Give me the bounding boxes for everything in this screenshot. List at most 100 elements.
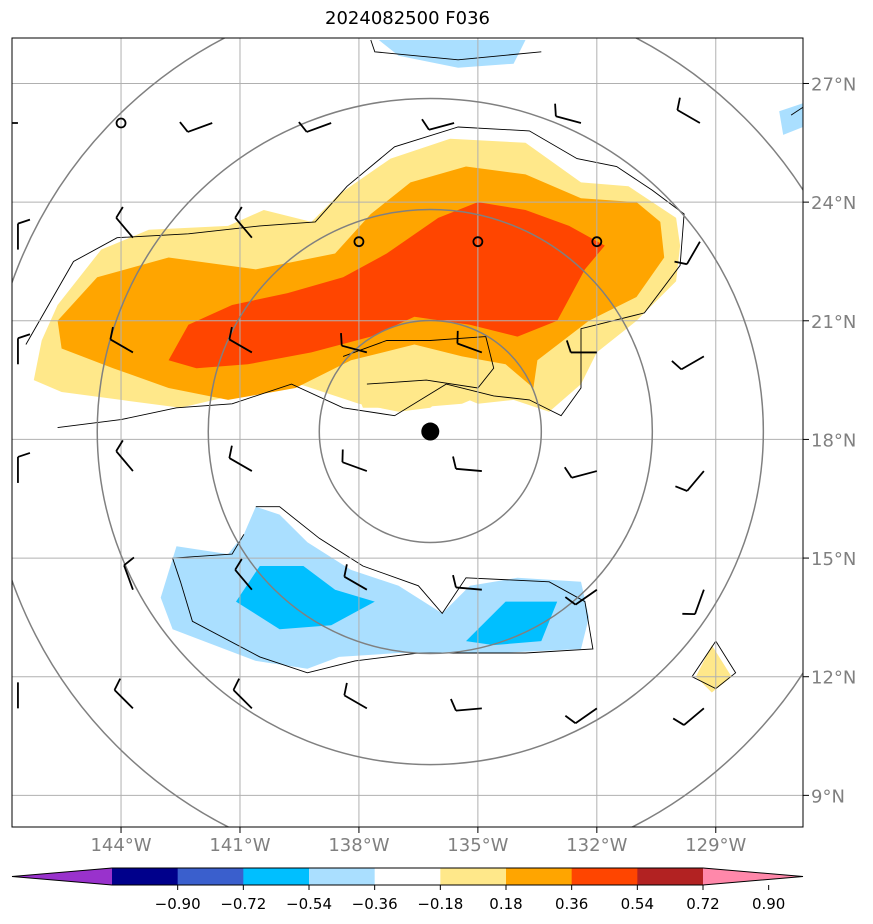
- wind-barb: [450, 698, 482, 712]
- barb-staff: [571, 470, 598, 479]
- colorbar-label: 0.54: [621, 895, 654, 913]
- colorbar-segment: [374, 868, 441, 885]
- barb-staff: [575, 707, 598, 725]
- wind-barb: [564, 707, 598, 725]
- wind-barb: [671, 355, 705, 371]
- barb-flag: [452, 574, 457, 588]
- x-tick-label: 135°W: [447, 835, 508, 856]
- barb-staff: [234, 217, 253, 239]
- barb-flag: [672, 717, 685, 726]
- barb-flag: [671, 360, 682, 371]
- barb-flag: [123, 556, 135, 566]
- barb-flag: [17, 333, 31, 340]
- barb-staff: [343, 575, 368, 591]
- barb-staff: [232, 689, 253, 709]
- range-ring: [207, 208, 654, 655]
- colorbar-label: −0.36: [352, 895, 398, 913]
- barb-flag: [115, 206, 124, 219]
- wind-barb: [234, 206, 253, 239]
- barb-flag: [228, 445, 233, 459]
- wind-barb: [341, 449, 368, 472]
- barb-flag: [343, 564, 348, 577]
- contour-line: [25, 126, 685, 429]
- grid-lines: [12, 38, 803, 827]
- wind-barb: [115, 206, 134, 239]
- barb-flag: [228, 326, 233, 340]
- plot-frame: [11, 37, 804, 828]
- colorbar-segment: [309, 868, 376, 885]
- barb-staff: [234, 569, 253, 591]
- y-tick-label: 18°N: [811, 430, 856, 451]
- barb-staff: [228, 338, 253, 354]
- barb-staff: [123, 564, 134, 591]
- barb-staff: [683, 707, 705, 726]
- colorbar-label: −0.18: [417, 895, 463, 913]
- colorbar-segment: [112, 868, 179, 885]
- barb-staff: [228, 457, 253, 472]
- shaded-region: [466, 601, 558, 646]
- barb-flag: [676, 97, 681, 111]
- shaded-region: [347, 356, 490, 408]
- colorbar-segment: [637, 868, 704, 885]
- barb-flag: [179, 121, 189, 133]
- barb-staff: [455, 467, 482, 472]
- wind-barb: [554, 103, 582, 124]
- colorbar-label: −0.54: [286, 895, 332, 913]
- calm-circle: [115, 117, 127, 129]
- barb-flag: [115, 439, 124, 452]
- colorbar: −0.90 −0.72 −0.54 −0.36 −0.18 0.18 0.36 0.54 0.7…: [11, 867, 804, 913]
- range-ring: [318, 319, 543, 544]
- wind-barb: [232, 678, 253, 709]
- colorbar-segment: [506, 868, 573, 885]
- barb-flag: [565, 340, 572, 353]
- contour-line: [171, 506, 594, 674]
- storm-center: [421, 422, 440, 441]
- x-tick-label: 132°W: [566, 835, 627, 856]
- barb-staff: [555, 115, 582, 124]
- x-tick-label: 141°W: [209, 835, 270, 856]
- contour-line: [790, 106, 803, 116]
- y-tick-label: 21°N: [811, 312, 856, 333]
- colorbar-label: −0.90: [155, 895, 201, 913]
- barb-staff: [115, 217, 134, 239]
- wind-barb: [343, 682, 368, 710]
- colorbar-label: 0.36: [555, 895, 588, 913]
- wind-barb: [452, 456, 482, 472]
- barb-staff: [575, 588, 598, 606]
- x-tick-label: 129°W: [685, 835, 746, 856]
- x-tick-label: 138°W: [328, 835, 389, 856]
- calm-circle: [353, 236, 365, 248]
- barb-staff: [680, 355, 705, 371]
- shaded-region: [236, 566, 375, 630]
- colorbar-outline: [11, 867, 804, 886]
- wind-barb: [234, 558, 253, 591]
- barb-flag: [564, 715, 577, 724]
- barb-flag: [554, 103, 557, 117]
- wind-barb: [113, 678, 134, 709]
- wind-barb: [12, 122, 18, 124]
- barb-staff: [455, 586, 482, 591]
- barb-flag: [234, 558, 243, 571]
- wind-barb: [17, 333, 31, 365]
- range-rings: [12, 38, 803, 827]
- barb-flag: [675, 485, 688, 492]
- barb-staff: [187, 122, 213, 133]
- barb-flag: [234, 206, 243, 219]
- wind-barb: [674, 241, 701, 266]
- wind-barb: [228, 326, 253, 354]
- barb-flag: [232, 678, 240, 691]
- wind-barb: [675, 470, 705, 492]
- barb-staff: [676, 109, 701, 124]
- barb-staff: [343, 694, 368, 710]
- colorbar-segment: [177, 868, 244, 885]
- wind-barb: [452, 574, 482, 591]
- shaded-region: [378, 40, 526, 68]
- barb-staff: [306, 122, 332, 133]
- y-tick-label: 15°N: [811, 549, 856, 570]
- chart-title: 2024082500 F036: [325, 8, 490, 29]
- wind-barb: [340, 333, 368, 354]
- barb-staff: [686, 241, 701, 265]
- wind-barb: [123, 556, 135, 591]
- barb-flag: [343, 682, 348, 696]
